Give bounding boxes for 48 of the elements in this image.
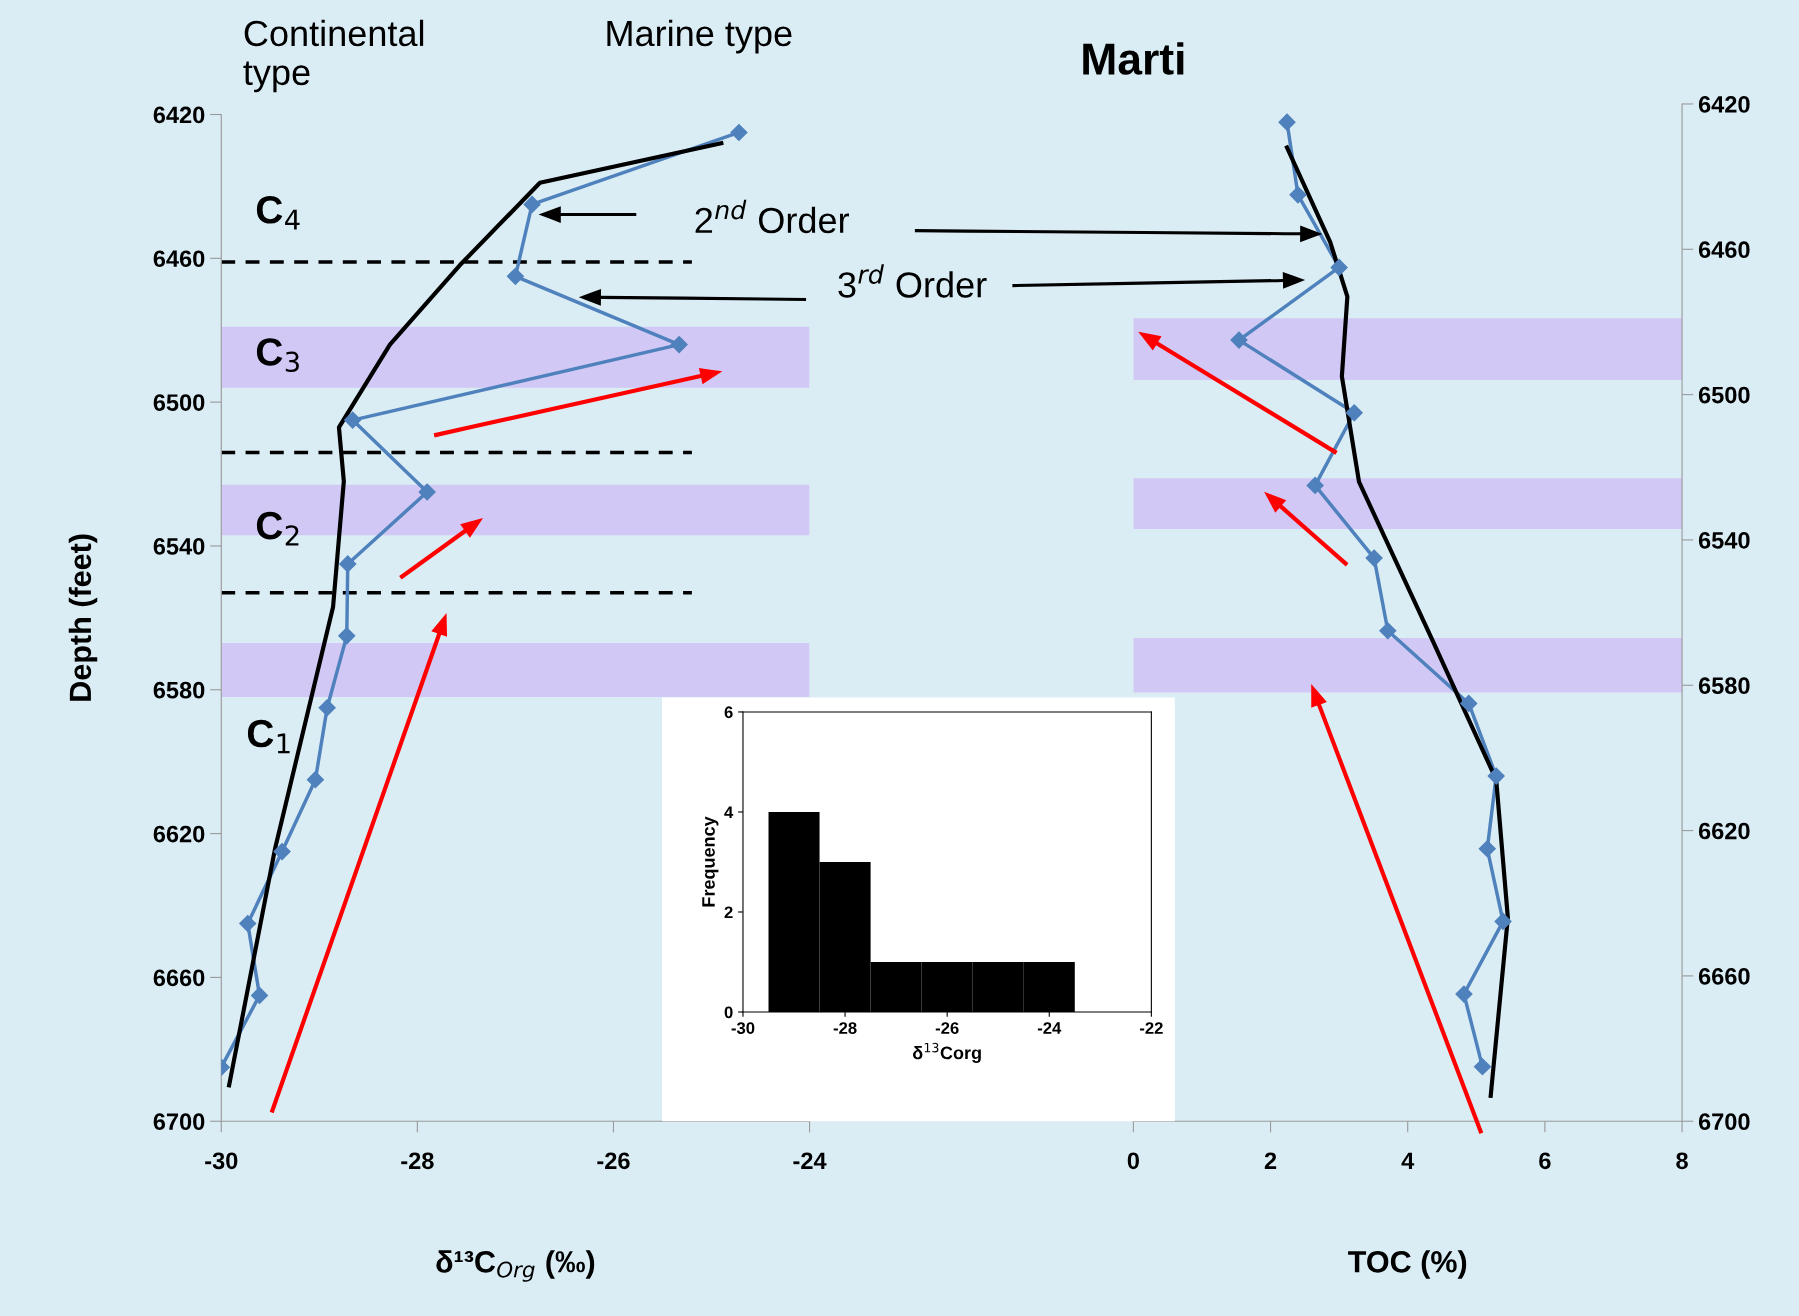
y-tick-label: 6540 bbox=[153, 538, 205, 555]
x-tick-label: -30 bbox=[205, 1152, 238, 1170]
x-tick-label: 0 bbox=[1127, 1152, 1139, 1170]
y-tick-label: 6580 bbox=[1698, 677, 1750, 695]
x-tick-label: -30 bbox=[731, 1022, 755, 1034]
y-tick-label: 6700 bbox=[153, 1113, 205, 1131]
y-tick-label: 6700 bbox=[1698, 1113, 1750, 1131]
x-tick-label: 8 bbox=[1676, 1152, 1688, 1170]
annotation: C$_{3}$ bbox=[256, 338, 299, 373]
y-tick-label: 6500 bbox=[1698, 386, 1750, 404]
y-tick-label: 6460 bbox=[1698, 241, 1750, 259]
y-tick-label: 6460 bbox=[153, 250, 205, 268]
x-tick-label: -26 bbox=[935, 1022, 959, 1034]
y-axis-title: Depth (feet) bbox=[68, 534, 98, 701]
y-tick-label: 6580 bbox=[153, 681, 205, 699]
x-axis-title: TOC (%) bbox=[1348, 1250, 1467, 1279]
x-tick-label: -28 bbox=[401, 1152, 434, 1170]
y-tick-label: 6420 bbox=[1698, 96, 1750, 113]
x-axis-title: δ$^{13}$Corg bbox=[912, 1042, 981, 1063]
text: 3$^{rd}$ Order bbox=[838, 264, 987, 298]
text: Continental type bbox=[243, 19, 424, 93]
annotation: C$_{1}$ bbox=[247, 719, 290, 754]
y-tick-label: 6420 bbox=[153, 106, 205, 124]
x-tick-label: -24 bbox=[793, 1152, 827, 1169]
x-tick-label: -26 bbox=[597, 1152, 630, 1170]
x-tick-label: 4 bbox=[1401, 1152, 1415, 1169]
x-tick-label: -28 bbox=[833, 1022, 857, 1034]
y-tick-label: 6620 bbox=[153, 825, 205, 843]
x-tick-label: 6 bbox=[1539, 1152, 1551, 1170]
x-tick-label: -22 bbox=[1139, 1022, 1163, 1034]
y-tick-label: 6500 bbox=[153, 394, 205, 411]
y-tick-label: 2 bbox=[724, 906, 733, 919]
y-tick-label: 0 bbox=[724, 1006, 733, 1019]
y-tick-label: 6 bbox=[724, 706, 733, 719]
annotation: C$_{2}$ bbox=[256, 511, 299, 546]
annotation: 2$^{nd}$ Order bbox=[695, 199, 849, 234]
y-tick-label: 4 bbox=[724, 806, 734, 819]
annotation: C$_{4}$ bbox=[256, 196, 300, 230]
y-axis-title: Frequency bbox=[702, 816, 719, 907]
x-axis-title: δ¹³C$_{Org}$ (‰) bbox=[436, 1250, 595, 1282]
y-tick-label: 6660 bbox=[153, 969, 205, 987]
text: Marine type bbox=[607, 19, 792, 54]
x-tick-label: 2 bbox=[1264, 1152, 1277, 1169]
y-tick-label: 6660 bbox=[1698, 967, 1750, 985]
x-tick-label: -24 bbox=[1037, 1022, 1062, 1034]
y-tick-label: 6620 bbox=[1698, 822, 1750, 840]
chart-title: Marti bbox=[1083, 42, 1184, 75]
y-tick-label: 6540 bbox=[1698, 532, 1750, 549]
